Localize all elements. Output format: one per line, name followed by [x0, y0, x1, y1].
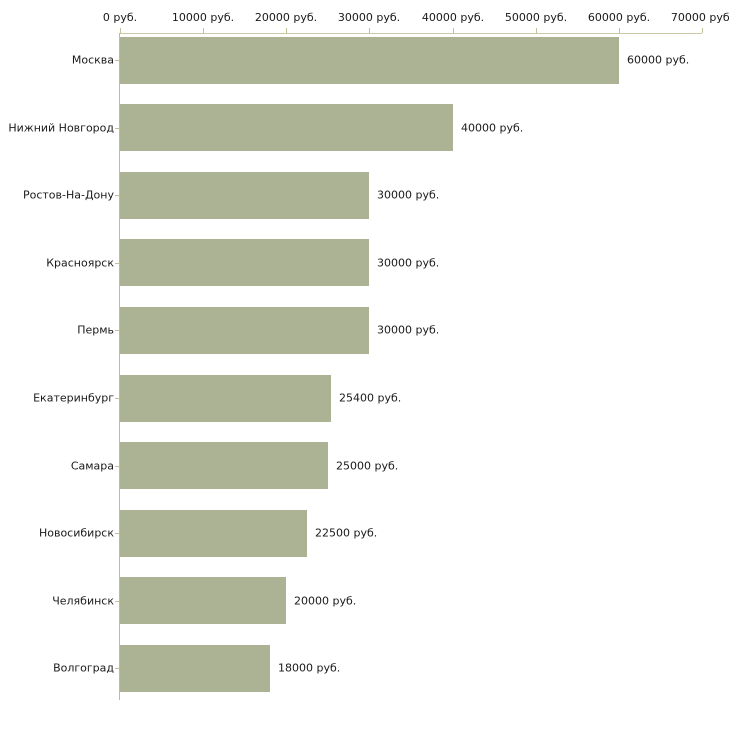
category-label: Самара [70, 459, 114, 473]
category-label: Пермь [77, 323, 114, 337]
value-label: 22500 руб. [315, 526, 378, 540]
x-tick [286, 28, 287, 33]
category-label: Москва [71, 53, 114, 67]
x-tick [536, 28, 537, 33]
x-tick [619, 28, 620, 33]
value-label: 30000 руб. [377, 188, 440, 202]
category-tick [115, 195, 119, 196]
x-tick [453, 28, 454, 33]
value-label: 30000 руб. [377, 256, 440, 270]
category-tick [115, 533, 119, 534]
bar [120, 307, 369, 354]
category-label: Нижний Новгород [8, 121, 114, 135]
category-label: Новосибирск [38, 526, 114, 540]
x-tick-label: 60000 руб. [587, 11, 651, 24]
x-tick [203, 28, 204, 33]
category-label: Волгоград [53, 661, 114, 675]
x-axis-line [119, 33, 702, 34]
value-label: 20000 руб. [294, 594, 357, 608]
category-tick [115, 601, 119, 602]
x-tick [369, 28, 370, 33]
x-tick-label: 30000 руб. [337, 11, 401, 24]
x-tick [702, 28, 703, 33]
value-label: 18000 руб. [278, 661, 341, 675]
category-label: Челябинск [52, 594, 114, 608]
bar [120, 442, 328, 489]
x-tick-label: 0 руб. [102, 11, 138, 24]
x-tick-label: 10000 руб. [171, 11, 235, 24]
x-tick-label: 50000 руб. [504, 11, 568, 24]
category-tick [115, 330, 119, 331]
category-tick [115, 466, 119, 467]
value-label: 25000 руб. [336, 459, 399, 473]
value-label: 60000 руб. [627, 53, 690, 67]
bar [120, 577, 286, 624]
category-tick [115, 128, 119, 129]
y-axis-line [119, 33, 120, 700]
bar [120, 239, 369, 286]
bar [120, 172, 369, 219]
category-tick [115, 398, 119, 399]
value-label: 25400 руб. [339, 391, 402, 405]
x-tick-label: 20000 руб. [254, 11, 318, 24]
bar [120, 37, 619, 84]
category-label: Красноярск [46, 256, 114, 270]
value-label: 30000 руб. [377, 323, 440, 337]
category-tick [115, 60, 119, 61]
x-tick-label: 40000 руб. [421, 11, 485, 24]
category-tick [115, 668, 119, 669]
value-label: 40000 руб. [461, 121, 524, 135]
x-tick-label: 70000 руб. [670, 11, 730, 24]
bar [120, 645, 270, 692]
category-tick [115, 263, 119, 264]
category-label: Екатеринбург [33, 391, 114, 405]
category-label: Ростов-На-Дону [22, 188, 114, 202]
bar [120, 104, 453, 151]
x-tick [120, 28, 121, 33]
bar [120, 375, 331, 422]
bar [120, 510, 307, 557]
